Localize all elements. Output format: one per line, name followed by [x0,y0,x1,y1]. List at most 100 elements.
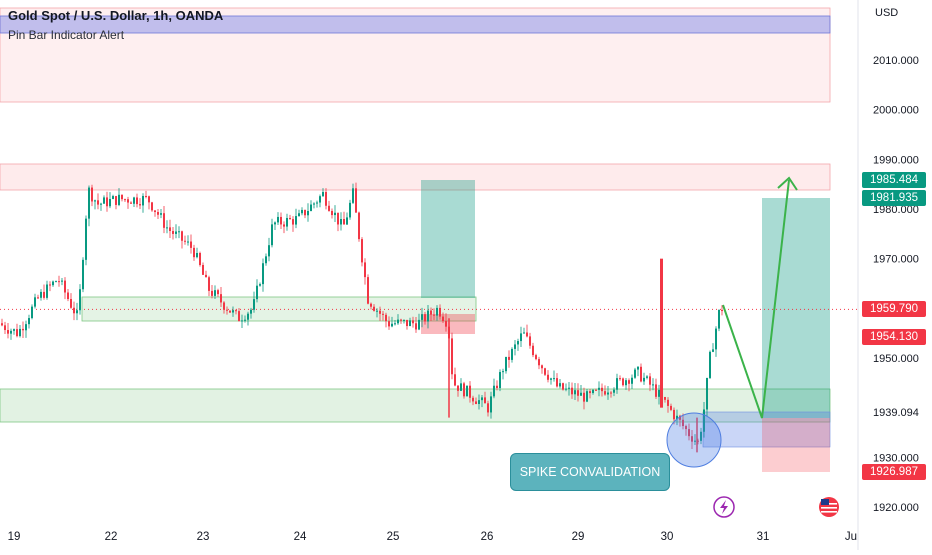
candle-body [394,323,396,325]
candle-body [334,212,336,216]
candle-body [637,366,639,370]
candle-body [19,328,21,337]
candle-body [400,319,402,321]
candle-body [280,216,282,225]
candle-body [82,259,84,290]
candle-body [604,391,606,395]
candle-body [199,252,201,265]
candle-body [43,291,45,298]
candle-body [433,314,435,316]
candle-body [601,387,603,392]
indicator-band [0,15,831,34]
candle-body [595,389,597,391]
stop-level-tag: 1954.130 [862,329,926,345]
candle-body [469,385,471,398]
candle-body [568,387,570,389]
target-entry-price-tag: 1981.935 [862,190,926,206]
candle-body [598,387,600,390]
supply-zone-top [0,7,831,103]
candle-body [124,199,126,201]
candle-body [397,319,399,324]
candle-body [655,384,657,397]
candle-body [286,217,288,227]
candle-body [271,224,273,246]
x-tick-label: Ju [845,531,857,543]
candle-body [541,365,543,369]
candle-body [7,330,9,334]
candle-body [220,294,222,303]
candle-body [295,216,297,225]
candle-body [610,392,612,394]
candle-body [481,397,483,401]
candle-body [361,239,363,263]
candle-body [526,332,528,337]
demand-zone-low [0,388,831,423]
candle-body [511,348,513,360]
candle-body [328,205,330,211]
candle-body [409,320,411,327]
candle-body [118,194,120,205]
candle-body [457,385,459,391]
y-tick-label: 2010.000 [873,55,919,67]
candle-body [454,374,456,386]
y-tick-label: 2000.000 [873,105,919,117]
flag-canton [821,499,829,505]
supply-zone-mid [0,163,831,191]
candle-body [631,377,633,384]
candle-body [589,391,591,394]
candle-body [373,306,375,311]
candle-body [58,281,60,283]
candle-body [157,212,159,215]
candle-body [547,374,549,380]
candle-body [487,403,489,413]
candle-body [538,359,540,366]
projection-path [722,179,790,419]
candle-body [427,310,429,322]
candle-body [355,188,357,213]
y-tick-label: 1939.094 [873,407,919,419]
candle-body [622,378,624,386]
candle-body [85,218,87,260]
candle-body [388,321,390,327]
candle-body [619,378,621,380]
lightning-icon-glyph [720,500,728,514]
indicator-label[interactable]: Pin Bar Indicator Alert [8,28,125,42]
candle-body [643,377,645,382]
candle-body [52,281,54,286]
candle-body [349,202,351,218]
trade-target-box [762,198,830,418]
candle-body [121,194,123,200]
candle-body [313,203,315,205]
candle-body [4,325,6,331]
candle-body [718,309,720,329]
candle-body [25,324,27,331]
candle-body [79,289,81,311]
candle-body [166,227,168,229]
y-tick-label: 1930.000 [873,452,919,464]
candle-body [76,310,78,314]
candle-body [55,281,57,283]
currency-label[interactable]: USD [875,7,899,19]
candle-body [460,383,462,391]
flag-stripe [821,507,837,509]
candle-body [190,241,192,248]
candle-body [364,262,366,278]
candle-body [391,323,393,327]
y-tick-label: 1950.000 [873,353,919,365]
candle-body [385,314,387,322]
candle-body [466,385,468,397]
symbol-title[interactable]: Gold Spot / U.S. Dollar, 1h, OANDA [8,8,224,23]
candle-body [706,377,708,410]
candle-body [265,256,267,264]
candle-body [337,212,339,225]
candle-body [583,392,585,402]
candle-body [205,274,207,278]
candle-body [649,376,651,385]
candle-body [607,392,609,395]
candle-body [46,284,48,298]
candle-body [325,192,327,206]
candle-body [61,280,63,282]
candle-body [553,378,555,380]
